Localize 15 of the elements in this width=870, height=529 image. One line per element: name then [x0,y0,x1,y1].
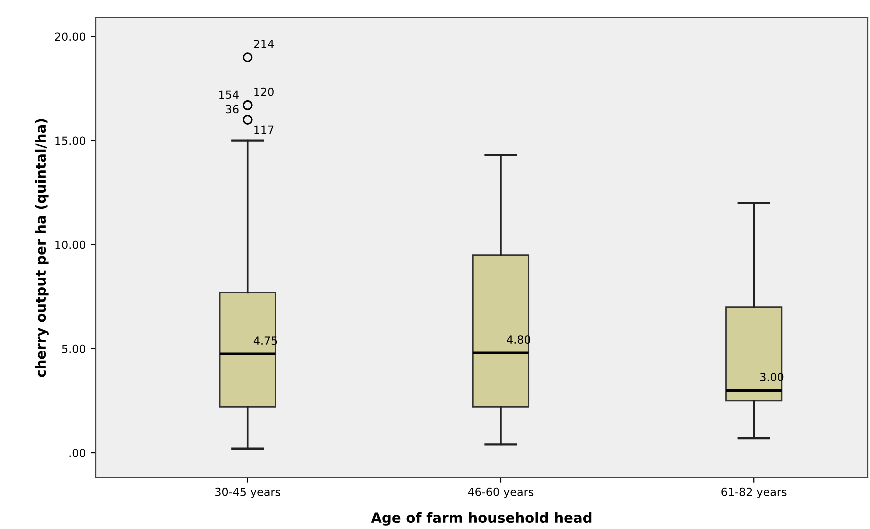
y-tick-label: 10.00 [56,240,86,250]
annotation: 154 [220,90,239,100]
x-tick-label: 30-45 years [216,488,281,498]
annotation: 120 [254,88,274,96]
annotation: 36 [226,105,239,114]
x-tick-label: 61-82 years [722,488,787,498]
annotation: 117 [254,126,274,134]
x-axis-title: Age of farm household head [371,512,592,526]
y-tick-label: 5.00 [62,344,86,354]
y-tick-label: 20.00 [55,32,86,42]
x-tick-label: 46-60 years [468,488,534,498]
y-tick-label: .00 [70,448,86,458]
y-axis-title: cherry output per ha (quintal/ha) [35,119,49,378]
y-tick-label: 15.00 [56,136,86,146]
annotation: 214 [254,40,274,48]
